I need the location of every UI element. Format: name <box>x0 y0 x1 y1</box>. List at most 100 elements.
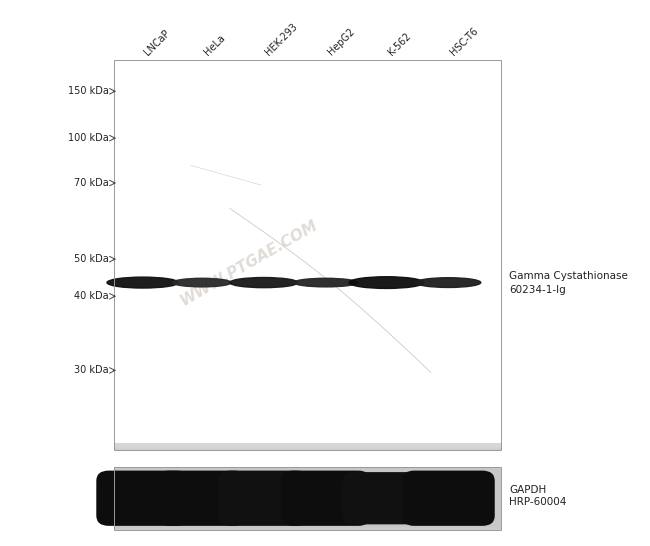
Bar <box>114 447 500 450</box>
Bar <box>114 444 500 448</box>
Text: HRP-60004: HRP-60004 <box>509 497 566 507</box>
Bar <box>114 525 500 529</box>
Bar <box>114 443 500 447</box>
Bar <box>114 445 500 449</box>
Bar <box>114 444 500 448</box>
Text: 100 kDa: 100 kDa <box>68 133 109 143</box>
Ellipse shape <box>229 277 298 288</box>
Bar <box>114 443 500 447</box>
Bar <box>114 444 500 448</box>
Bar <box>114 444 500 448</box>
Bar <box>114 445 500 449</box>
Bar <box>114 446 500 449</box>
Text: HepG2: HepG2 <box>326 27 356 57</box>
Bar <box>114 443 500 447</box>
Bar <box>114 443 500 447</box>
Bar <box>114 443 500 447</box>
Bar <box>114 447 500 450</box>
Text: HEK-293: HEK-293 <box>264 21 300 57</box>
Bar <box>114 526 500 529</box>
Bar <box>114 444 500 448</box>
Text: WWW.PTGAE.COM: WWW.PTGAE.COM <box>177 217 320 308</box>
Bar <box>114 444 500 448</box>
Bar <box>114 446 500 449</box>
Bar <box>114 445 500 449</box>
Bar <box>114 446 500 449</box>
FancyBboxPatch shape <box>402 471 495 526</box>
Bar <box>114 446 500 450</box>
FancyBboxPatch shape <box>96 471 189 526</box>
Bar <box>114 446 500 449</box>
Bar <box>114 446 500 450</box>
Bar <box>114 444 500 448</box>
Text: 70 kDa: 70 kDa <box>74 178 109 188</box>
Bar <box>114 446 500 449</box>
Bar <box>114 445 500 449</box>
Bar <box>114 445 500 449</box>
Bar <box>114 446 500 450</box>
Bar <box>114 447 500 450</box>
Bar <box>114 60 500 450</box>
Bar <box>114 444 500 448</box>
Bar <box>114 444 500 448</box>
Ellipse shape <box>349 277 424 288</box>
FancyBboxPatch shape <box>218 471 309 526</box>
Bar <box>114 445 500 449</box>
Bar <box>114 445 500 449</box>
Bar <box>114 526 500 529</box>
Bar <box>114 444 500 448</box>
Bar <box>114 443 500 447</box>
Bar <box>114 446 500 450</box>
Bar <box>114 443 500 447</box>
Bar <box>114 446 500 450</box>
Bar <box>114 526 500 530</box>
Bar <box>114 446 500 450</box>
Bar <box>114 525 500 527</box>
Text: 40 kDa: 40 kDa <box>74 291 109 301</box>
Bar <box>114 524 500 527</box>
Bar <box>114 444 500 448</box>
Bar <box>114 443 500 447</box>
Bar <box>114 444 500 448</box>
Bar <box>114 467 500 530</box>
FancyBboxPatch shape <box>343 472 430 524</box>
Bar <box>114 447 500 450</box>
Ellipse shape <box>173 278 231 287</box>
Bar <box>114 444 500 448</box>
Bar <box>114 446 500 449</box>
Bar <box>114 443 500 448</box>
Bar <box>114 524 500 527</box>
Bar <box>114 446 500 450</box>
Bar <box>114 443 500 447</box>
Bar <box>114 446 500 450</box>
Bar <box>114 444 500 448</box>
Bar <box>114 443 500 447</box>
Bar <box>114 445 500 449</box>
Bar <box>114 446 500 449</box>
Bar <box>114 524 500 527</box>
Bar <box>114 444 500 448</box>
Bar <box>114 524 500 527</box>
Text: 50 kDa: 50 kDa <box>74 254 109 264</box>
Bar <box>114 443 500 447</box>
Bar <box>114 526 500 530</box>
Text: HSC-T6: HSC-T6 <box>448 26 480 57</box>
Bar <box>114 525 500 528</box>
Bar <box>114 446 500 450</box>
Ellipse shape <box>416 278 481 287</box>
Bar <box>114 443 500 447</box>
Bar <box>114 443 500 447</box>
Bar <box>114 525 500 528</box>
Bar <box>114 526 500 529</box>
Bar <box>114 444 500 448</box>
Bar <box>114 443 500 447</box>
Bar <box>114 443 500 447</box>
Text: GAPDH: GAPDH <box>509 485 546 495</box>
Bar <box>114 446 500 449</box>
Bar <box>114 444 500 448</box>
Bar <box>114 447 500 450</box>
Bar <box>114 443 500 447</box>
Bar <box>114 446 500 449</box>
Text: LNCaP: LNCaP <box>143 28 172 57</box>
Bar <box>114 445 500 449</box>
